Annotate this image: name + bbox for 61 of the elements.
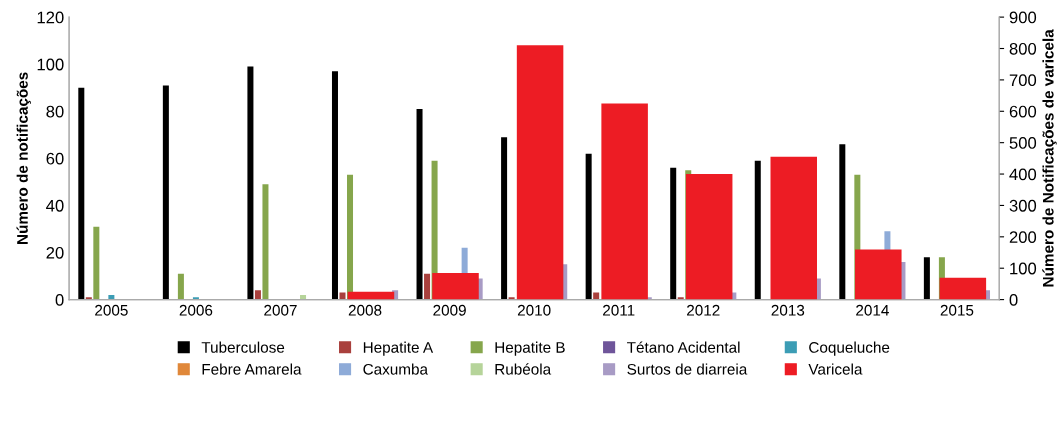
- bar: [254, 290, 261, 300]
- bar: [93, 226, 100, 300]
- legend-label: Hepatite A: [363, 341, 434, 356]
- legend-label: Surtos de diarreia: [627, 363, 748, 375]
- bar: [78, 87, 85, 300]
- bar: [601, 103, 648, 300]
- x-tick-label: 2009: [433, 304, 466, 316]
- x-tick-label: 2014: [856, 304, 889, 316]
- legend-label: Varicela: [808, 363, 863, 375]
- legend-label: Febre Amarela: [202, 363, 302, 375]
- y2-tick-label: 300: [1009, 199, 1037, 212]
- y-tick-label: 80: [46, 105, 64, 118]
- x-tick-label: 2010: [517, 304, 551, 316]
- bar: [670, 167, 677, 300]
- x-tick-label: 2011: [603, 304, 635, 316]
- y-tick-label: 40: [46, 199, 64, 212]
- bar: [177, 273, 184, 300]
- x-tick-label: 2006: [179, 304, 213, 316]
- bar: [424, 273, 431, 300]
- bar: [754, 160, 761, 300]
- y2-tick-label: 600: [1009, 105, 1037, 118]
- bar: [516, 45, 564, 300]
- bar: [585, 153, 592, 300]
- y-axis-title: Número de notificações: [16, 72, 31, 244]
- y-tick-label: 100: [37, 58, 64, 71]
- bar: [416, 108, 423, 300]
- y-tick-label: 0: [55, 294, 64, 306]
- legend-label: Tuberculose: [201, 341, 285, 353]
- y2-tick-label: 400: [1009, 168, 1037, 181]
- y2-tick-label: 0: [1009, 294, 1018, 306]
- x-tick-label: 2015: [940, 304, 974, 316]
- y-tick-label: 20: [46, 246, 64, 259]
- bar: [839, 144, 846, 300]
- y2-tick-label: 100: [1010, 262, 1037, 275]
- x-tick-label: 2013: [771, 304, 805, 316]
- y2-tick-label: 700: [1009, 74, 1037, 87]
- x-tick-label: 2007: [264, 304, 297, 316]
- x-tick-label: 2005: [95, 304, 128, 316]
- legend-label: Tétano Acidental: [627, 341, 740, 353]
- legend-label: Hepatite B: [495, 341, 565, 356]
- y2-axis-title: Número de Notificações de varicela: [1042, 29, 1057, 287]
- y-tick-label: 120: [37, 11, 64, 24]
- bar: [770, 156, 817, 300]
- bar: [501, 137, 508, 300]
- y-tick-label: 60: [46, 152, 64, 165]
- bar: [339, 292, 346, 300]
- y2-tick-label: 200: [1009, 231, 1037, 244]
- x-tick-label: 2008: [348, 304, 382, 316]
- bar: [162, 85, 169, 300]
- bar: [331, 71, 338, 300]
- y2-tick-label: 900: [1009, 11, 1037, 24]
- y2-tick-label: 500: [1009, 137, 1037, 149]
- legend-label: Rubéola: [495, 363, 552, 375]
- bar: [347, 174, 354, 300]
- y2-tick-label: 800: [1009, 42, 1037, 55]
- legend-label: Caxumba: [363, 363, 429, 375]
- bar: [923, 257, 930, 300]
- bar: [247, 66, 254, 300]
- bar: [262, 184, 269, 300]
- x-tick-label: 2012: [687, 304, 720, 316]
- legend-label: Coqueluche: [809, 341, 890, 356]
